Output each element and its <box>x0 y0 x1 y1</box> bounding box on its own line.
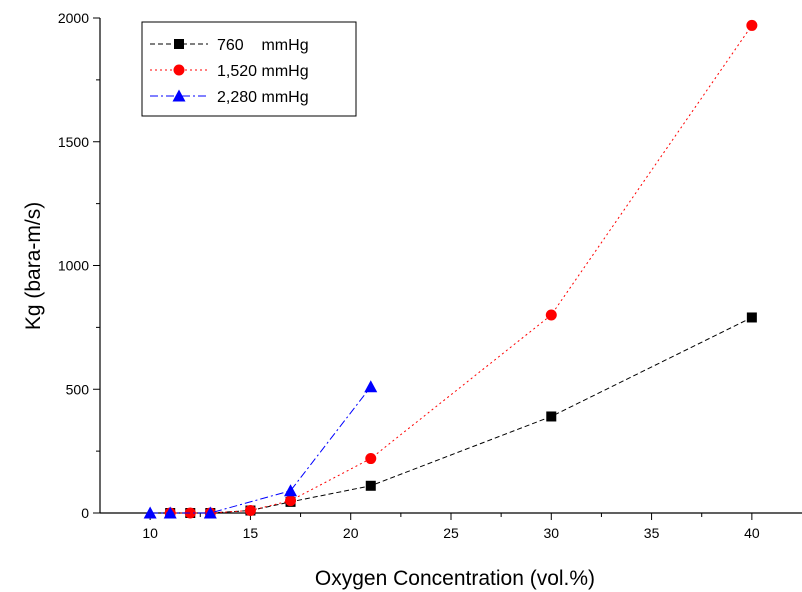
legend-marker <box>173 64 185 76</box>
data-point <box>203 506 217 519</box>
series-line <box>170 25 753 514</box>
y-tick-label: 1500 <box>58 134 89 150</box>
x-axis-label: Oxygen Concentration (vol.%) <box>315 567 595 590</box>
legend-marker <box>172 89 186 102</box>
data-point <box>365 480 376 491</box>
data-point <box>285 495 297 507</box>
data-point <box>365 453 377 465</box>
x-tick-label: 25 <box>443 525 459 541</box>
series-line <box>170 317 753 514</box>
data-point <box>163 506 177 519</box>
legend-marker <box>174 39 184 49</box>
series-line <box>150 386 372 514</box>
x-tick-label: 10 <box>142 525 158 541</box>
data-point <box>284 484 298 497</box>
series-3 <box>143 380 378 519</box>
legend-item: 1,520 mmHg <box>150 63 309 80</box>
y-tick-label: 1000 <box>58 258 89 274</box>
data-point <box>364 380 378 393</box>
y-tick-label: 500 <box>66 381 90 397</box>
data-point <box>546 411 557 422</box>
legend-label: 2,280 mmHg <box>217 89 309 106</box>
data-point <box>746 312 757 323</box>
x-tick-label: 40 <box>744 525 760 541</box>
x-tick-label: 20 <box>343 525 359 541</box>
data-point <box>184 507 196 519</box>
series-1 <box>165 312 757 518</box>
data-point <box>746 19 758 31</box>
y-tick-label: 0 <box>81 505 89 521</box>
x-tick-label: 15 <box>243 525 259 541</box>
legend-label: 760 mmHg <box>217 37 309 54</box>
plot-area <box>143 19 758 519</box>
legend-label: 1,520 mmHg <box>217 63 309 80</box>
y-tick-label: 2000 <box>58 10 89 26</box>
data-point <box>244 505 256 517</box>
legend-item: 760 mmHg <box>150 37 309 54</box>
legend-item: 2,280 mmHg <box>150 89 309 106</box>
data-point <box>545 309 557 321</box>
x-tick-label: 35 <box>644 525 660 541</box>
y-axis-label: Kg (bara-m/s) <box>22 202 45 330</box>
x-tick-label: 30 <box>543 525 559 541</box>
legend: 760 mmHg 1,520 mmHg 2,280 mmHg <box>141 21 357 117</box>
data-point <box>143 506 157 519</box>
axes: 10 15 20 25 30 35 40 0 500 1000 1500 2000 <box>58 10 802 541</box>
